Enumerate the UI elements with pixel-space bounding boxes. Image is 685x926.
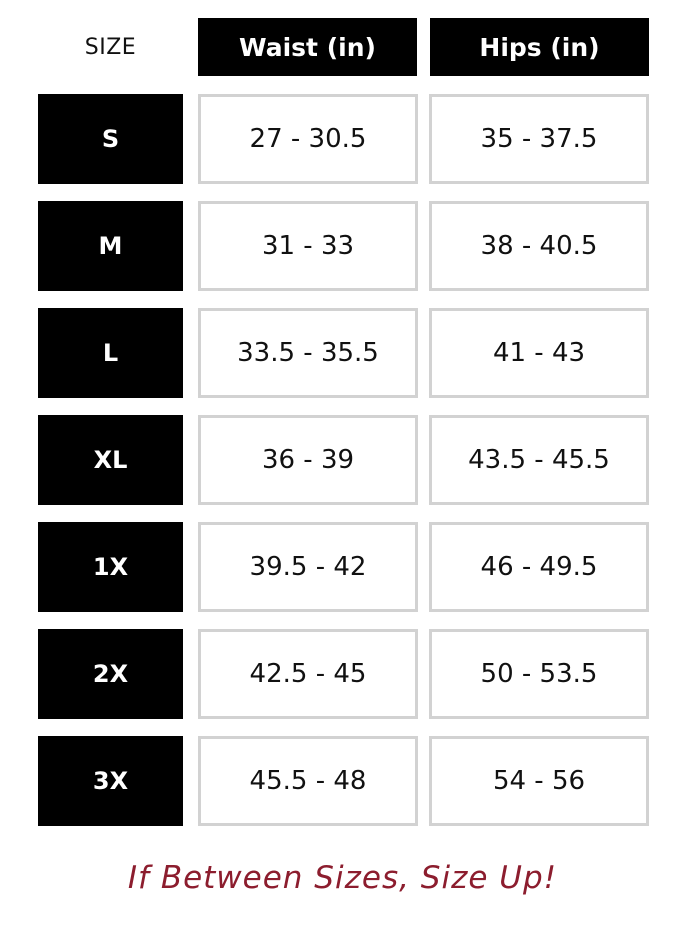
table-row: 3X 45.5 - 48 54 - 56: [38, 736, 649, 826]
header-size: SIZE: [84, 34, 137, 60]
size-cell: S: [38, 94, 183, 184]
table-row: M 31 - 33 38 - 40.5: [38, 201, 649, 291]
header-hips: Hips (in): [430, 18, 649, 76]
footer-note: If Between Sizes, Size Up!: [127, 860, 558, 896]
table-row: L 33.5 - 35.5 41 - 43: [38, 308, 649, 398]
waist-cell: 31 - 33: [198, 201, 418, 291]
waist-cell: 36 - 39: [198, 415, 418, 505]
size-cell: 1X: [38, 522, 183, 612]
waist-cell: 39.5 - 42: [198, 522, 418, 612]
size-cell: 3X: [38, 736, 183, 826]
waist-cell: 42.5 - 45: [198, 629, 418, 719]
table-row: S 27 - 30.5 35 - 37.5: [38, 94, 649, 184]
hips-cell: 54 - 56: [429, 736, 649, 826]
size-cell: L: [38, 308, 183, 398]
table-row: 1X 39.5 - 42 46 - 49.5: [38, 522, 649, 612]
hips-cell: 38 - 40.5: [429, 201, 649, 291]
hips-cell: 50 - 53.5: [429, 629, 649, 719]
header-waist: Waist (in): [198, 18, 417, 76]
waist-cell: 45.5 - 48: [198, 736, 418, 826]
hips-cell: 43.5 - 45.5: [429, 415, 649, 505]
header-row: SIZE Waist (in) Hips (in): [38, 18, 649, 76]
waist-cell: 27 - 30.5: [198, 94, 418, 184]
size-chart-table: SIZE Waist (in) Hips (in) S 27 - 30.5 35 -…: [38, 18, 649, 843]
size-cell: 2X: [38, 629, 183, 719]
table-row: XL 36 - 39 43.5 - 45.5: [38, 415, 649, 505]
table-row: 2X 42.5 - 45 50 - 53.5: [38, 629, 649, 719]
waist-cell: 33.5 - 35.5: [198, 308, 418, 398]
hips-cell: 41 - 43: [429, 308, 649, 398]
hips-cell: 35 - 37.5: [429, 94, 649, 184]
hips-cell: 46 - 49.5: [429, 522, 649, 612]
size-cell: M: [38, 201, 183, 291]
size-cell: XL: [38, 415, 183, 505]
